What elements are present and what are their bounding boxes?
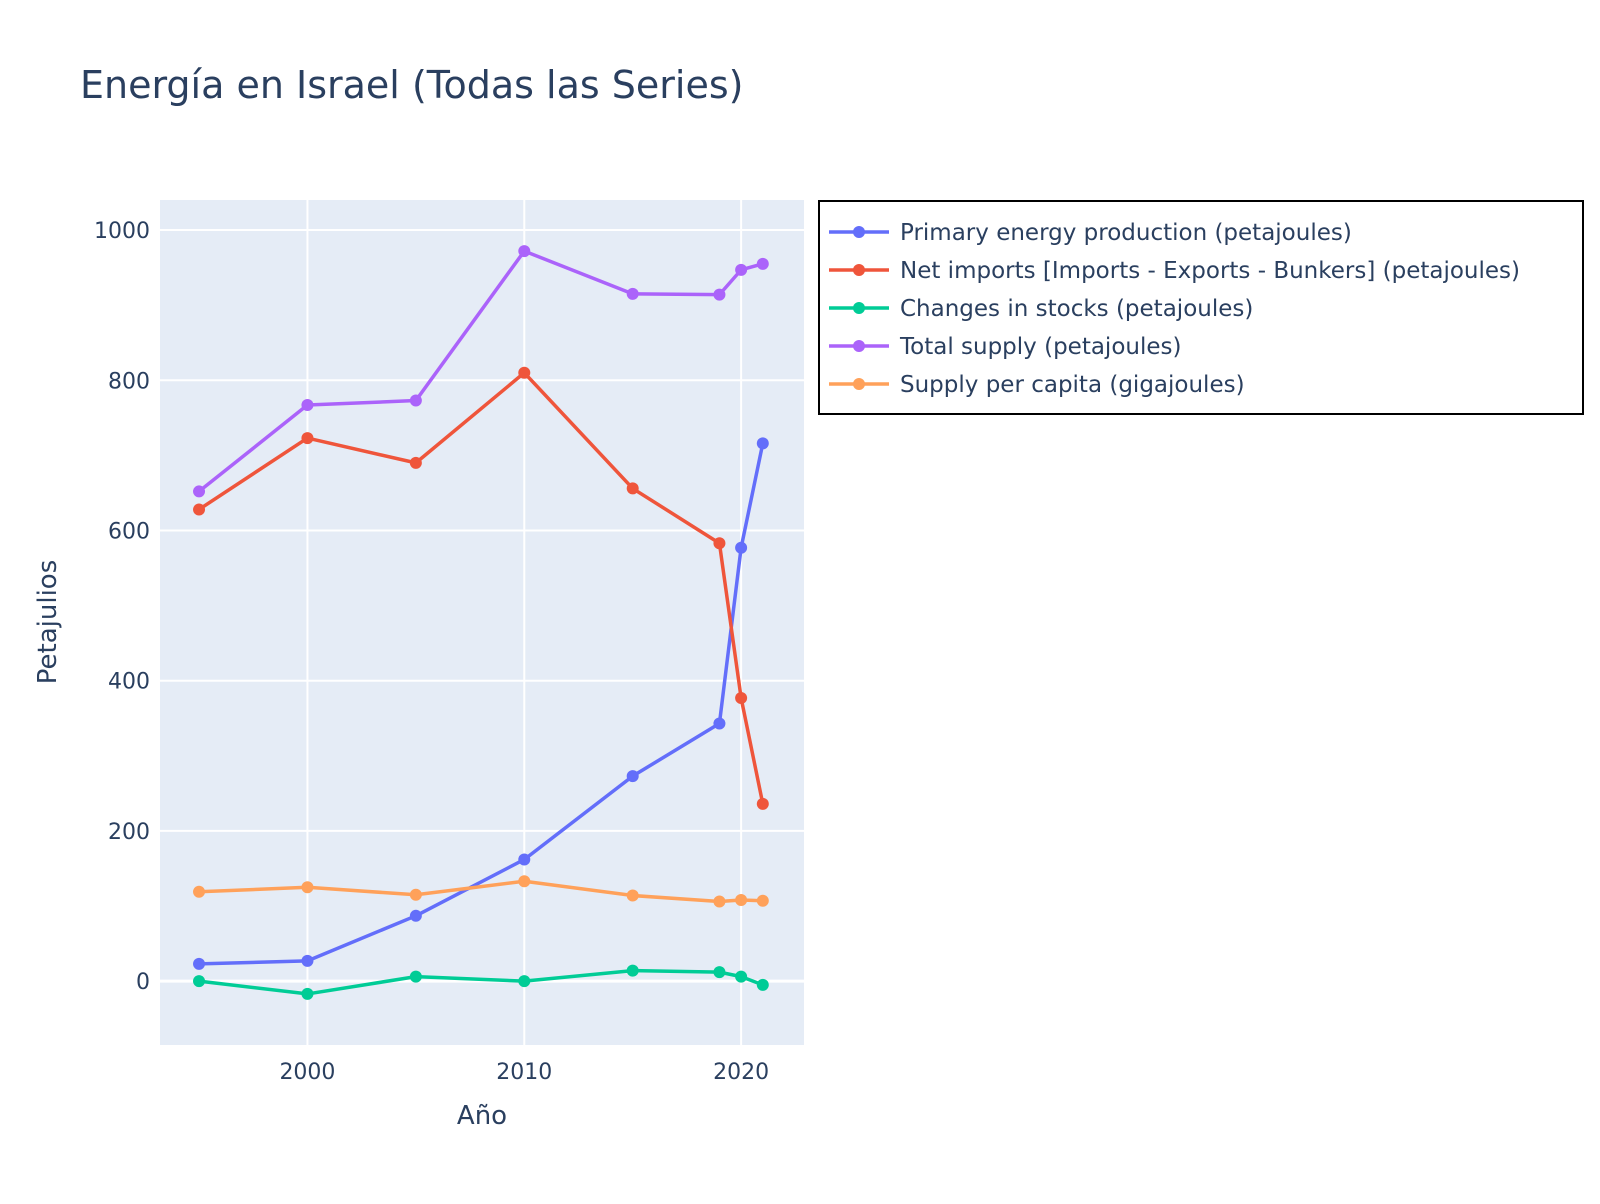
x-tick-label: 2020 (713, 1060, 769, 1085)
data-point (735, 970, 748, 983)
data-point (756, 437, 769, 450)
legend-item[interactable]: Supply per capita (gigajoules) (829, 372, 1245, 398)
data-point (626, 964, 639, 977)
data-point (518, 975, 531, 988)
y-tick-label: 400 (108, 670, 150, 695)
data-point (409, 394, 422, 407)
data-point (713, 895, 726, 908)
legend-marker-swatch (853, 264, 865, 276)
legend-label: Supply per capita (gigajoules) (900, 372, 1245, 398)
data-point (735, 263, 748, 276)
y-tick-label: 1000 (94, 219, 150, 244)
series-2 (193, 366, 769, 810)
data-point (756, 894, 769, 907)
data-point (713, 966, 726, 979)
data-point (756, 797, 769, 810)
data-point (409, 888, 422, 901)
data-point (735, 691, 748, 704)
data-point (518, 245, 531, 258)
data-point (301, 987, 314, 1000)
data-point (193, 975, 206, 988)
data-point (409, 970, 422, 983)
data-point (735, 894, 748, 907)
chart-title: Energía en Israel (Todas las Series) (80, 63, 743, 107)
data-point (735, 541, 748, 554)
series-layer (193, 245, 769, 1000)
legend-item[interactable]: Total supply (petajoules) (829, 334, 1181, 360)
legend-box (818, 200, 1584, 415)
legend-item[interactable]: Changes in stocks (petajoules) (829, 296, 1253, 322)
data-point (756, 978, 769, 991)
y-tick-label: 0 (136, 970, 150, 995)
plot-area (160, 200, 804, 1045)
data-point (626, 889, 639, 902)
data-point (193, 503, 206, 516)
legend-marker-swatch (853, 378, 865, 390)
data-point (301, 954, 314, 967)
data-point (713, 288, 726, 301)
data-point (193, 957, 206, 970)
x-axis-title: Año (457, 1101, 507, 1131)
legend-marker-swatch (853, 302, 865, 314)
y-axis-title: Petajulios (33, 560, 63, 684)
legend-items: Primary energy production (petajoules) Ne… (829, 220, 1520, 398)
data-point (756, 257, 769, 270)
grid-lines (160, 200, 804, 1045)
series-5 (193, 875, 769, 908)
data-point (713, 537, 726, 550)
data-point (626, 287, 639, 300)
data-point (518, 853, 531, 866)
legend-marker-swatch (853, 340, 865, 352)
y-tick-label: 800 (108, 369, 150, 394)
legend-label: Total supply (petajoules) (899, 334, 1181, 360)
series-line (198, 371, 765, 805)
legend-label: Changes in stocks (petajoules) (900, 296, 1253, 322)
x-tick-label: 2000 (279, 1060, 335, 1085)
data-point (409, 456, 422, 469)
data-point (518, 875, 531, 888)
series-4 (193, 245, 769, 498)
data-point (713, 717, 726, 730)
data-point (626, 770, 639, 783)
data-point (193, 885, 206, 898)
y-tick-label: 200 (108, 820, 150, 845)
legend-item[interactable]: Net imports [Imports - Exports - Bunkers… (829, 258, 1520, 284)
legend-label: Primary energy production (petajoules) (900, 220, 1352, 246)
y-tick-label: 600 (108, 519, 150, 544)
tick-labels: 2000 2010 2020 0 200 400 600 800 1000 (94, 219, 769, 1085)
data-point (301, 881, 314, 894)
series-line (198, 443, 765, 966)
legend-item[interactable]: Primary energy production (petajoules) (829, 220, 1352, 246)
data-point (193, 485, 206, 498)
data-point (301, 399, 314, 412)
legend-marker-swatch (853, 226, 865, 238)
data-point (409, 909, 422, 922)
data-point (626, 482, 639, 495)
series-1 (193, 437, 769, 970)
x-tick-label: 2010 (496, 1060, 552, 1085)
legend-label: Net imports [Imports - Exports - Bunkers… (900, 258, 1520, 284)
data-point (301, 432, 314, 445)
data-point (518, 366, 531, 379)
series-3 (193, 964, 769, 1000)
legend: Primary energy production (petajoules) Ne… (818, 200, 1584, 415)
